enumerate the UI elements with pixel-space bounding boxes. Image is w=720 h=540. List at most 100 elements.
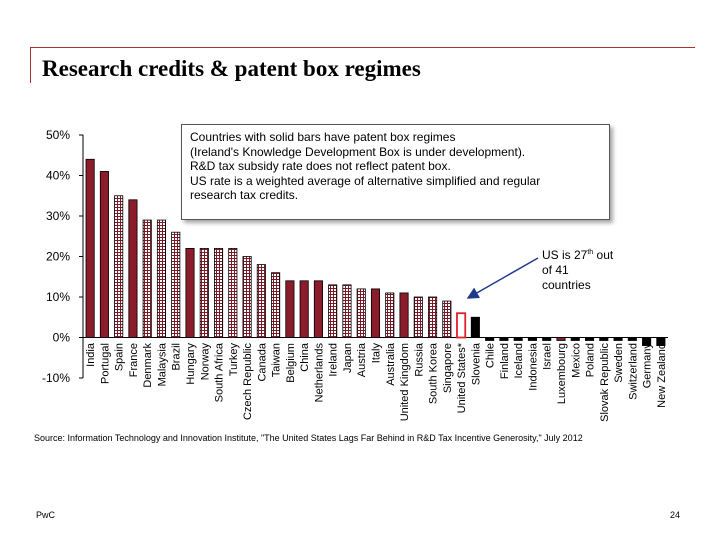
x-tick-label: Russia	[413, 342, 425, 377]
bar-switzerland	[627, 337, 637, 341]
y-tick-label: 30%	[46, 209, 70, 223]
bar-iceland	[513, 337, 523, 341]
x-tick-label: United States*	[456, 342, 468, 413]
header-rule-horizontal	[30, 47, 695, 48]
x-tick-label: New Zealand	[656, 343, 668, 408]
bar-india	[85, 158, 95, 338]
bar-brazil	[171, 231, 181, 338]
y-tick-label: 10%	[46, 290, 70, 304]
callout-ordinal: th	[587, 249, 594, 256]
bar-malaysia	[156, 219, 167, 338]
bar-ireland	[328, 284, 338, 338]
source-note: Source: Information Technology and Innov…	[34, 433, 583, 443]
x-tick-label: Iceland	[513, 343, 525, 378]
x-tick-label: China	[299, 342, 311, 372]
bar-czech-republic	[242, 256, 252, 338]
x-tick-label: Austria	[356, 342, 368, 377]
bar-japan	[342, 284, 352, 338]
x-tick-label: Turkey	[228, 343, 240, 377]
bar-israel	[542, 337, 552, 341]
x-tick-label: Taiwan	[271, 343, 283, 377]
bar-chile	[485, 337, 495, 341]
header-rule-vertical	[30, 47, 31, 83]
bar-netherlands	[313, 280, 323, 338]
bar-new-zealand	[656, 337, 666, 347]
bar-mexico	[570, 337, 580, 341]
x-tick-label: Slovak Republic	[599, 343, 611, 422]
bar-south-africa	[214, 247, 224, 338]
x-tick-label: Czech Republic	[242, 343, 254, 421]
bar-sweden	[613, 337, 623, 341]
callout-text: out	[593, 248, 614, 262]
x-tick-label: Malaysia	[156, 342, 168, 386]
bar-indonesia	[527, 337, 537, 341]
footer-brand: PwC	[36, 510, 56, 520]
chart-note-box: Countries with solid bars have patent bo…	[181, 124, 610, 220]
y-tick-label: 20%	[46, 250, 70, 264]
x-tick-label: France	[128, 343, 140, 377]
bar-france	[128, 199, 138, 338]
bar-austria	[356, 288, 366, 338]
page-number: 24	[669, 510, 680, 520]
y-tick-label: -10%	[42, 371, 70, 385]
x-tick-label: Netherlands	[313, 343, 325, 403]
callout-text: of 41	[542, 263, 569, 277]
bar-canada	[256, 264, 266, 338]
x-tick-label: Canada	[256, 342, 268, 381]
note-line: (Ireland's Knowledge Development Box is …	[190, 144, 526, 159]
bar-slovak-republic	[599, 337, 609, 341]
x-tick-label: Indonesia	[527, 342, 539, 391]
bar-united-kingdom	[399, 292, 409, 338]
x-tick-label: Japan	[342, 343, 354, 373]
callout-text: US is 27	[542, 248, 588, 262]
note-line: research tax credits.	[190, 188, 299, 202]
bar-luxembourg	[556, 337, 566, 341]
bar-singapore	[442, 300, 452, 338]
bar-italy	[370, 288, 381, 338]
x-tick-label: Singapore	[442, 343, 454, 393]
x-tick-label: Slovenia	[470, 342, 482, 385]
x-tick-label: India	[85, 342, 97, 367]
bar-norway	[199, 247, 209, 338]
note-line: US rate is a weighted average of alterna…	[190, 173, 541, 188]
x-tick-label: Brazil	[171, 343, 183, 371]
us-rank-callout: US is 27th out of 41 countries	[542, 245, 613, 293]
x-tick-label: Australia	[385, 342, 397, 386]
bar-turkey	[228, 247, 238, 338]
x-tick-label: Sweden	[613, 343, 625, 383]
x-tick-label: Chile	[485, 343, 497, 368]
bar-slovenia	[470, 316, 480, 338]
callout-text: countries	[542, 278, 591, 292]
page-title: Research credits & patent box regimes	[42, 56, 421, 81]
bar-taiwan	[271, 272, 281, 338]
x-tick-label: Luxembourg	[556, 343, 568, 404]
x-tick-label: Portugal	[99, 343, 111, 384]
x-tick-label: Finland	[499, 343, 511, 379]
note-line: R&D tax subsidy rate does not reflect pa…	[190, 159, 451, 173]
bar-united-states	[456, 312, 467, 339]
bar-spain	[114, 195, 124, 338]
x-tick-label: Germany	[642, 343, 654, 389]
bar-portugal	[99, 171, 109, 338]
x-tick-label: South Korea	[428, 342, 440, 404]
x-tick-label: Norway	[199, 343, 211, 381]
x-tick-label: Israel	[542, 343, 554, 370]
x-tick-label: Poland	[585, 343, 597, 377]
bar-china	[299, 280, 309, 338]
bar-belgium	[285, 280, 295, 338]
x-tick-label: Ireland	[328, 343, 340, 377]
bar-russia	[413, 296, 423, 338]
bar-poland	[584, 337, 595, 341]
x-tick-label: Mexico	[570, 343, 582, 378]
x-tick-label: Hungary	[185, 343, 197, 385]
x-tick-label: Italy	[371, 343, 383, 364]
y-tick-label: 50%	[46, 128, 70, 142]
bar-hungary	[185, 247, 195, 338]
x-tick-label: Spain	[114, 343, 126, 371]
bar-south-korea	[428, 296, 438, 338]
x-tick-label: Belgium	[285, 343, 297, 383]
y-tick-label: 0%	[53, 331, 71, 345]
bar-denmark	[142, 219, 152, 338]
x-tick-label: Denmark	[142, 343, 154, 388]
